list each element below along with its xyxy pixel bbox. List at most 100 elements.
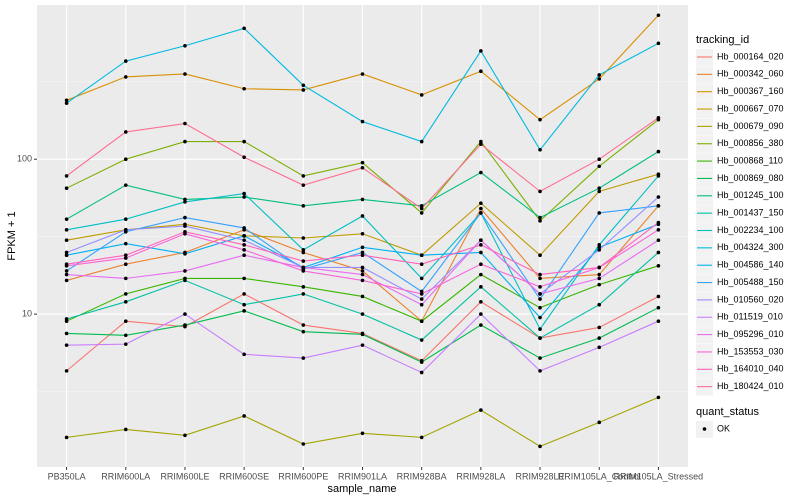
data-point: [64, 272, 69, 277]
data-point: [242, 191, 246, 196]
data-point: [301, 265, 306, 270]
data-point: [301, 292, 306, 296]
data-point: [242, 155, 246, 160]
data-point: [360, 72, 365, 76]
data-point: [479, 323, 483, 327]
data-point: [538, 369, 542, 373]
data-point: [123, 256, 128, 260]
data-point: [479, 139, 483, 144]
data-point: [597, 77, 602, 81]
data-point: [64, 228, 69, 232]
x-tick-label: RRIM600LA: [101, 471, 150, 481]
data-point: [419, 276, 424, 281]
data-point: [242, 253, 246, 258]
data-point: [538, 356, 542, 360]
data-point: [123, 157, 128, 162]
legend-label: Hb_004586_140: [717, 260, 784, 270]
legend-label: Hb_164010_040: [717, 364, 784, 374]
data-point: [360, 160, 365, 165]
data-point: [479, 238, 483, 242]
data-point: [419, 297, 424, 301]
legend-label: Hb_000367_160: [717, 86, 784, 96]
data-point: [360, 265, 365, 270]
data-point: [301, 250, 306, 255]
data-point: [479, 243, 483, 247]
data-point: [64, 269, 69, 273]
data-point: [479, 250, 483, 255]
data-point: [419, 211, 424, 215]
data-point: [538, 305, 542, 310]
data-point: [597, 282, 602, 287]
x-tick-label: RRIM928LE: [516, 471, 565, 481]
data-point: [479, 285, 483, 289]
legend-label: Hb_000342_060: [717, 69, 784, 79]
data-point: [64, 343, 69, 347]
data-point: [301, 269, 306, 273]
x-tick-label: PB350LA: [48, 471, 86, 481]
data-point: [183, 252, 187, 256]
data-point: [360, 269, 365, 273]
data-point: [123, 342, 128, 346]
data-point: [656, 204, 661, 208]
data-point: [183, 200, 187, 204]
data-point: [360, 312, 365, 316]
data-point: [656, 41, 661, 46]
data-point: [656, 264, 661, 268]
data-point: [360, 166, 365, 170]
legend-label: Hb_000667_070: [717, 103, 784, 113]
data-point: [123, 59, 128, 63]
data-point: [597, 189, 602, 194]
legend-label: Hb_004324_300: [717, 242, 784, 252]
data-point: [242, 309, 246, 313]
data-point: [538, 253, 542, 258]
data-point: [123, 292, 128, 296]
x-tick-label: RRIM928BA: [397, 471, 447, 481]
data-point: [419, 435, 424, 440]
data-point: [183, 72, 187, 76]
data-point: [301, 285, 306, 289]
data-point: [597, 245, 602, 250]
x-tick-label: RRIM600SE: [219, 471, 269, 481]
data-point: [360, 245, 365, 250]
x-tick-label: RRIM600PE: [278, 471, 328, 481]
legend-label: OK: [717, 423, 730, 433]
data-point: [183, 433, 187, 438]
x-axis-title: sample_name: [327, 483, 396, 495]
data-point: [183, 269, 187, 273]
data-point: [360, 231, 365, 236]
data-point: [64, 369, 69, 373]
data-point: [479, 262, 483, 266]
data-point: [123, 253, 128, 258]
data-point: [419, 370, 424, 375]
data-point: [242, 276, 246, 281]
data-point: [64, 262, 69, 266]
y-tick-label: 100: [17, 154, 32, 164]
data-point: [538, 327, 542, 331]
data-point: [656, 195, 661, 199]
x-tick-label: RRIM105LA_Control: [558, 471, 641, 481]
data-point: [538, 315, 542, 320]
data-point: [123, 300, 128, 304]
legend-label: Hb_001437_150: [717, 208, 784, 218]
data-point: [419, 206, 424, 211]
data-point: [64, 250, 69, 255]
data-point: [123, 276, 128, 281]
legend-label: Hb_153553_030: [717, 346, 784, 356]
data-point: [656, 238, 661, 242]
legend-label: Hb_000869_080: [717, 173, 784, 183]
data-point: [479, 272, 483, 277]
data-point: [360, 272, 365, 277]
data-point: [360, 278, 365, 283]
data-point: [360, 343, 365, 347]
data-point: [183, 139, 187, 144]
data-point: [242, 139, 246, 144]
data-point: [183, 229, 187, 234]
data-point: [419, 360, 424, 364]
data-point: [64, 317, 69, 321]
data-point: [656, 149, 661, 154]
x-tick-label: RRIM928LA: [456, 471, 505, 481]
data-point: [183, 278, 187, 283]
data-point: [360, 119, 365, 124]
data-point: [64, 278, 69, 283]
data-point: [301, 183, 306, 187]
